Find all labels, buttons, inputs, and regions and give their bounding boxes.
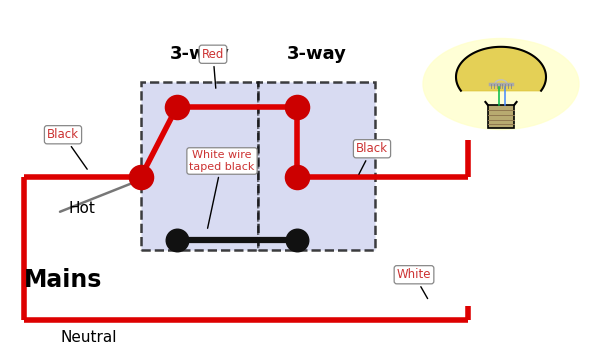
- Text: Neutral: Neutral: [60, 330, 116, 345]
- Point: [292, 237, 302, 243]
- Text: 3-way: 3-way: [170, 45, 229, 63]
- Point: [136, 174, 146, 180]
- Circle shape: [423, 38, 579, 130]
- Text: Hot: Hot: [69, 201, 96, 216]
- FancyBboxPatch shape: [141, 82, 258, 250]
- Text: Mains: Mains: [24, 268, 103, 292]
- FancyBboxPatch shape: [488, 105, 514, 128]
- Point: [172, 237, 182, 243]
- Point: [292, 104, 302, 110]
- Text: Black: Black: [47, 128, 87, 169]
- Text: Red: Red: [202, 48, 224, 88]
- Text: White wire
taped black: White wire taped black: [190, 150, 254, 228]
- Text: 3-way: 3-way: [287, 45, 346, 63]
- Text: White: White: [397, 268, 431, 299]
- Text: Black: Black: [356, 142, 388, 174]
- Point: [172, 104, 182, 110]
- Polygon shape: [456, 47, 546, 91]
- Point: [292, 174, 302, 180]
- FancyBboxPatch shape: [258, 82, 375, 250]
